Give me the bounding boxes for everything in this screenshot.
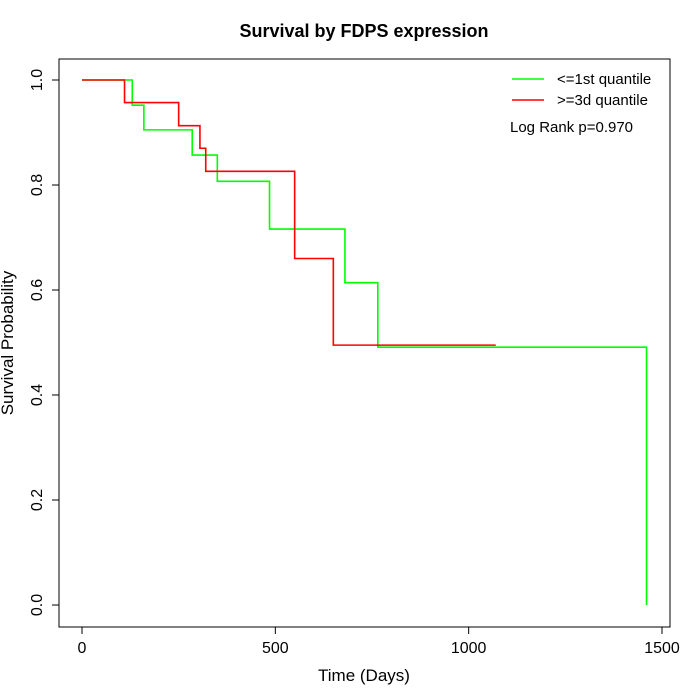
series-layer <box>82 79 648 605</box>
x-tick-label: 500 <box>262 640 289 657</box>
y-tick-label: 0.2 <box>29 489 46 511</box>
legend: <=1st quantile >=3d quantile <box>512 71 651 109</box>
y-tick-label: 0.0 <box>29 594 46 616</box>
y-tick-label: 0.6 <box>29 279 46 301</box>
x-tick-label: 1500 <box>644 640 680 657</box>
survival-curve-series-1 <box>82 79 648 605</box>
logrank-annotation: Log Rank p=0.970 <box>510 119 633 136</box>
x-axis-label: Time (Days) <box>318 666 410 685</box>
x-tick-label: 1000 <box>451 640 487 657</box>
x-axis: 0 500 1000 1500 <box>78 626 680 657</box>
y-axis-label: Survival Probability <box>0 270 17 415</box>
y-tick-label: 0.8 <box>29 174 46 196</box>
y-tick-label: 0.4 <box>29 384 46 406</box>
legend-label-series-1: <=1st quantile <box>557 71 651 88</box>
chart-title: Survival by FDPS expression <box>239 21 488 41</box>
survival-curve-series-2 <box>82 79 496 346</box>
x-tick-label: 0 <box>78 640 87 657</box>
plot-frame <box>58 58 671 628</box>
y-axis: 0.0 0.2 0.4 0.6 0.8 1.0 <box>29 69 60 616</box>
legend-label-series-2: >=3d quantile <box>557 92 648 109</box>
y-tick-label: 1.0 <box>29 69 46 91</box>
